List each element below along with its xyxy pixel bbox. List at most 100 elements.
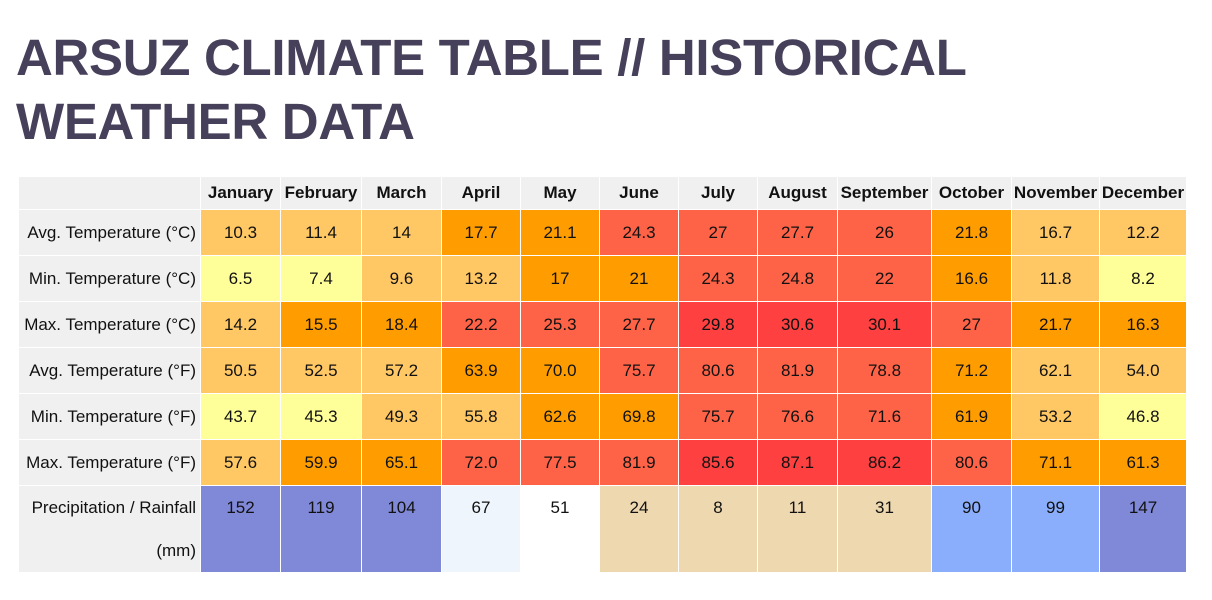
table-cell: 16.7	[1011, 209, 1100, 256]
table-cell: 69.8	[599, 393, 679, 440]
table-cell: 86.2	[837, 439, 932, 486]
table-cell: 22	[837, 255, 932, 302]
table-cell: 43.7	[200, 393, 281, 440]
table-cell: 63.9	[441, 347, 521, 394]
table-cell: 80.6	[931, 439, 1012, 486]
table-row: Max. Temperature (°C) 14.2 15.5 18.4 22.2 25.…	[18, 301, 1187, 348]
table-cell: 12.2	[1099, 209, 1187, 256]
table-cell: 8.2	[1099, 255, 1187, 302]
table-cell: 21.1	[520, 209, 600, 256]
table-cell: 76.6	[757, 393, 838, 440]
row-label: Max. Temperature (°F)	[18, 439, 201, 486]
row-label: Min. Temperature (°F)	[18, 393, 201, 440]
table-cell: 15.5	[280, 301, 362, 348]
month-header: April	[441, 176, 521, 210]
table-cell: 71.6	[837, 393, 932, 440]
month-header: December	[1099, 176, 1187, 210]
climate-table: January February March April May June Ju…	[18, 176, 1187, 573]
table-cell: 29.8	[678, 301, 758, 348]
month-header: May	[520, 176, 600, 210]
table-cell: 62.1	[1011, 347, 1100, 394]
table-body: Avg. Temperature (°C) 10.3 11.4 14 17.7 21.1 2…	[18, 209, 1187, 573]
table-cell: 18.4	[361, 301, 442, 348]
rain-cell: 147	[1099, 485, 1187, 573]
table-cell: 70.0	[520, 347, 600, 394]
rain-cell: 99	[1011, 485, 1100, 573]
row-label: Avg. Temperature (°F)	[18, 347, 201, 394]
page-title: ARSUZ CLIMATE TABLE // HISTORICAL WEATHE…	[16, 29, 966, 150]
table-cell: 24.8	[757, 255, 838, 302]
table-cell: 21.8	[931, 209, 1012, 256]
table-cell: 61.9	[931, 393, 1012, 440]
month-header: September	[837, 176, 932, 210]
table-cell: 11.8	[1011, 255, 1100, 302]
rain-cell: 67	[441, 485, 521, 573]
table-cell: 46.8	[1099, 393, 1187, 440]
table-cell: 57.2	[361, 347, 442, 394]
table-cell: 7.4	[280, 255, 362, 302]
table-cell: 21	[599, 255, 679, 302]
table-cell: 72.0	[441, 439, 521, 486]
table-cell: 24.3	[678, 255, 758, 302]
table-cell: 81.9	[757, 347, 838, 394]
rain-cell: 11	[757, 485, 838, 573]
table-cell: 16.3	[1099, 301, 1187, 348]
table-cell: 9.6	[361, 255, 442, 302]
table-cell: 45.3	[280, 393, 362, 440]
table-cell: 78.8	[837, 347, 932, 394]
table-cell: 75.7	[678, 393, 758, 440]
table-cell: 61.3	[1099, 439, 1187, 486]
table-cell: 85.6	[678, 439, 758, 486]
rain-cell: 51	[520, 485, 600, 573]
rain-cell: 31	[837, 485, 932, 573]
table-cell: 22.2	[441, 301, 521, 348]
table-row: Avg. Temperature (°C) 10.3 11.4 14 17.7 21.1 2…	[18, 209, 1187, 256]
row-label: Avg. Temperature (°C)	[18, 209, 201, 256]
table-cell: 75.7	[599, 347, 679, 394]
table-cell: 6.5	[200, 255, 281, 302]
rain-label-line1: Precipitation / Rainfall	[31, 498, 196, 517]
table-cell: 14	[361, 209, 442, 256]
month-header: March	[361, 176, 442, 210]
table-row: Min. Temperature (°F) 43.7 45.3 49.3 55.8 62.…	[18, 393, 1187, 440]
row-label: Min. Temperature (°C)	[18, 255, 201, 302]
month-header: January	[200, 176, 281, 210]
table-cell: 27.7	[757, 209, 838, 256]
table-cell: 10.3	[200, 209, 281, 256]
table-cell: 54.0	[1099, 347, 1187, 394]
table-cell: 25.3	[520, 301, 600, 348]
table-cell: 17.7	[441, 209, 521, 256]
table-cell: 87.1	[757, 439, 838, 486]
header-corner	[18, 176, 201, 210]
table-cell: 26	[837, 209, 932, 256]
rain-cell: 90	[931, 485, 1012, 573]
table-cell: 55.8	[441, 393, 521, 440]
row-label: Precipitation / Rainfall (mm)	[18, 485, 201, 573]
table-cell: 27	[678, 209, 758, 256]
table-cell: 30.6	[757, 301, 838, 348]
rain-cell: 104	[361, 485, 442, 573]
table-cell: 71.1	[1011, 439, 1100, 486]
rain-row: Precipitation / Rainfall (mm) 152 119 104 6…	[18, 485, 1187, 573]
table-row: Min. Temperature (°C) 6.5 7.4 9.6 13.2 17 21 24…	[18, 255, 1187, 302]
table-cell: 13.2	[441, 255, 521, 302]
rain-label-line2: (mm)	[156, 541, 196, 560]
table-cell: 65.1	[361, 439, 442, 486]
month-header: August	[757, 176, 838, 210]
table-cell: 11.4	[280, 209, 362, 256]
table-cell: 49.3	[361, 393, 442, 440]
table-cell: 21.7	[1011, 301, 1100, 348]
table-cell: 27.7	[599, 301, 679, 348]
table-cell: 17	[520, 255, 600, 302]
row-label: Max. Temperature (°C)	[18, 301, 201, 348]
table-cell: 57.6	[200, 439, 281, 486]
table-cell: 71.2	[931, 347, 1012, 394]
header-row: January February March April May June Ju…	[18, 176, 1187, 210]
table-cell: 30.1	[837, 301, 932, 348]
table-cell: 24.3	[599, 209, 679, 256]
month-header: February	[280, 176, 362, 210]
month-header: July	[678, 176, 758, 210]
table-cell: 52.5	[280, 347, 362, 394]
table-cell: 80.6	[678, 347, 758, 394]
